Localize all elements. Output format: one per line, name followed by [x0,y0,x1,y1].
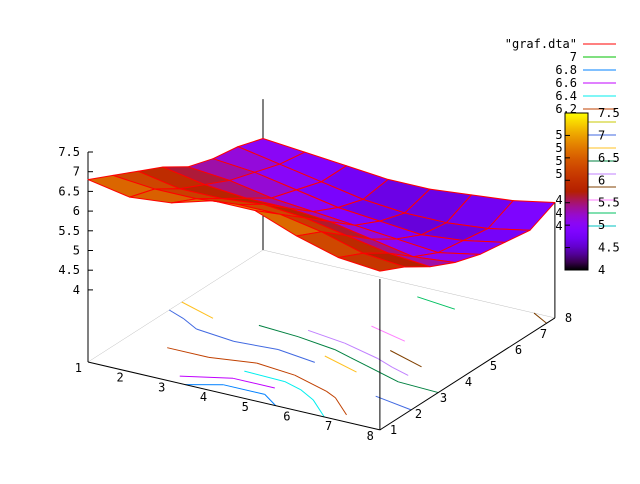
legend-label: 6.8 [555,63,577,77]
x-tick-label: 8 [367,429,374,443]
colorbar-gradient [565,113,588,270]
contour-segment [345,343,378,358]
x-tick-label: 4 [200,390,207,404]
contour-segment [233,378,275,388]
surface-mesh [88,138,555,271]
z-tick-label: 7.5 [58,145,80,159]
legend-label: 6.6 [555,76,577,90]
contour-segment [184,319,197,329]
contour-segment [392,367,408,375]
colorbar: 4 4.5 5 5.5 6 6.5 7 7.5 [565,106,620,277]
z-tick-label: 5.5 [58,224,80,238]
y-tick-label: 5 [490,359,497,373]
x-tick-label: 2 [116,371,123,385]
contour-segment [376,396,411,410]
contour-segment [371,326,404,341]
legend-label: 6.4 [555,89,577,103]
colorbar-tick-label: 4 [598,263,605,277]
z-tick-label: 6.5 [58,184,80,198]
z-tick-label: 6 [73,204,80,218]
z-tick-label: 4.5 [58,263,80,277]
contour-segment [390,351,421,367]
contour-segment [351,358,367,366]
contour-segment [209,357,257,363]
contour-segment [298,337,335,350]
contour-segment [308,330,345,343]
contour-segment [335,350,351,358]
colorbar-tick-label: 4.5 [598,241,620,255]
z-tick-label: 5 [73,243,80,257]
x-tick-label: 6 [283,410,290,424]
contour-segment [259,325,298,336]
contour-segment [169,310,184,319]
y-tick-label: 1 [390,423,397,437]
z-tick-label: 4 [73,283,80,297]
legend-label: 7 [570,50,577,64]
contour-segment [167,348,209,358]
contour-segment [244,371,284,382]
contour-segment [180,376,233,378]
base-contours [167,297,546,417]
y-tick-label: 8 [565,311,572,325]
colorbar-tick-label: 6 [598,173,605,187]
x-tick-label: 7 [325,419,332,433]
contour-segment [417,297,455,309]
colorbar-tick-label: 6.5 [598,151,620,165]
colorbar-tick-label: 7 [598,128,605,142]
y-tick-label: 2 [415,407,422,421]
contour-segment [327,391,336,397]
contour-segment [278,350,315,363]
y-tick-label: 7 [540,327,547,341]
contour-segment [196,329,234,341]
colorbar-tick-label: 5 [598,218,605,232]
contour-segment [301,390,314,400]
contour-segment [257,363,295,375]
contour-segment [335,398,346,415]
contour-segment [234,341,278,349]
y-tick-label: 4 [465,375,472,389]
contour-segment [285,382,301,390]
contour-segment [182,302,213,318]
x-tick-label: 3 [158,380,165,394]
base-front-x-axis [88,362,380,430]
contour-segment [398,382,438,393]
x-tick-label: 5 [242,400,249,414]
colorbar-tick-label: 7.5 [598,106,620,120]
base-back-edge [88,250,263,362]
x-tick-label: 1 [75,361,82,375]
contour-segment [223,385,265,395]
y-tick-label: 3 [440,391,447,405]
legend-label: "graf.dta" [505,37,577,51]
z-tick-label: 7 [73,165,80,179]
colorbar-tick-label: 5.5 [598,196,620,210]
y-tick-label: 6 [515,343,522,357]
